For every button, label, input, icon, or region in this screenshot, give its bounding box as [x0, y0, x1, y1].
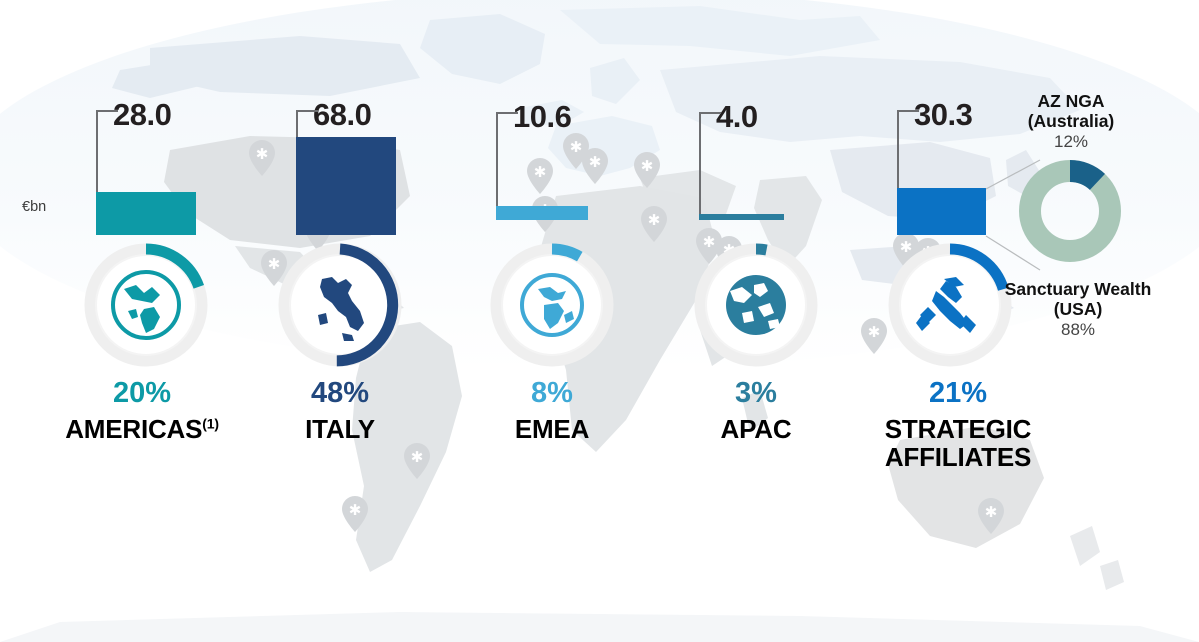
globe-americas-icon — [111, 270, 181, 340]
italy-map-icon — [318, 277, 364, 341]
ring-strategic-affiliates — [888, 243, 1012, 367]
region-name-italy-text: ITALY — [305, 414, 375, 444]
ring-apac — [694, 243, 818, 367]
region-name-americas-text: AMERICAS — [65, 414, 203, 444]
donut-label-sanctuary-wealth-line2: (USA) — [1053, 298, 1103, 319]
map-pin-icon: ✱ — [261, 250, 287, 286]
svg-text:✱: ✱ — [900, 239, 913, 256]
donut-chart — [1019, 160, 1121, 262]
donut-label-sanctuary-wealth-line1: Sanctuary Wealth — [1004, 279, 1152, 299]
share-label-emea: 8% — [531, 377, 573, 409]
ring-americas — [84, 243, 208, 367]
svg-text:✱: ✱ — [868, 324, 881, 341]
region-name-americas: AMERICAS(1) — [36, 414, 248, 444]
svg-text:✱: ✱ — [268, 256, 281, 273]
leader-line-americas — [96, 110, 118, 194]
svg-text:✱: ✱ — [411, 449, 424, 466]
value-label-apac: 4.0 — [716, 99, 758, 134]
region-name-italy: ITALY — [244, 414, 436, 444]
bar-americas — [96, 192, 196, 235]
map-pin-group: ✱ ✱ ✱ ✱ ✱ ✱ ✱ — [249, 133, 1004, 534]
unit-label: €bn — [22, 199, 47, 215]
ring-emea — [490, 243, 614, 367]
map-pin-icon: ✱ — [861, 318, 887, 354]
region-name-strategic-affiliates-line1: STRATEGIC — [884, 414, 1032, 444]
donut-label-sanctuary-wealth: Sanctuary Wealth (USA) 88% — [1000, 279, 1156, 339]
svg-text:✱: ✱ — [985, 504, 998, 521]
footnote-marker-americas: (1) — [202, 415, 219, 432]
map-pin-icon: ✱ — [634, 152, 660, 188]
map-pin-icon: ✱ — [404, 443, 430, 479]
share-label-apac: 3% — [735, 377, 777, 409]
svg-text:✱: ✱ — [349, 502, 362, 519]
handshake-icon — [916, 277, 976, 333]
share-label-strategic-affiliates: 21% — [928, 377, 988, 409]
leader-line-italy — [296, 110, 318, 138]
value-label-strategic-affiliates: 30.3 — [914, 97, 973, 132]
value-label-italy: 68.0 — [313, 97, 372, 132]
svg-text:✱: ✱ — [256, 146, 269, 163]
bar-strategic-affiliates — [897, 188, 986, 235]
region-name-emea-text: EMEA — [514, 414, 590, 444]
donut-label-az-nga-line2: (Australia) — [1027, 110, 1115, 131]
donut-slice-az-nga — [1019, 160, 1121, 262]
ring-italy — [278, 243, 402, 367]
value-label-americas: 28.0 — [113, 97, 172, 132]
map-pin-icon: ✱ — [582, 148, 608, 184]
leader-line-strategic-affiliates — [897, 110, 919, 190]
map-pin-icon: ✱ — [527, 158, 553, 194]
share-label-americas: 20% — [112, 377, 172, 409]
region-name-apac: APAC — [660, 414, 852, 444]
map-pin-icon: ✱ — [641, 206, 667, 242]
share-label-italy: 48% — [310, 377, 370, 409]
svg-text:✱: ✱ — [534, 164, 547, 181]
bar-italy — [296, 137, 396, 235]
region-name-apac-text: APAC — [720, 414, 792, 444]
leader-line-emea — [496, 112, 518, 206]
donut-label-az-nga-line1: AZ NGA — [1037, 91, 1105, 111]
donut-value-sanctuary-wealth: 88% — [1060, 319, 1096, 339]
donut-value-az-nga: 12% — [1053, 131, 1089, 151]
bar-apac — [699, 214, 784, 220]
globe-emea-icon — [520, 273, 584, 337]
leader-line-apac — [699, 112, 721, 214]
globe-apac-icon — [726, 275, 786, 335]
svg-text:✱: ✱ — [641, 158, 654, 175]
svg-text:✱: ✱ — [570, 139, 583, 156]
value-label-emea: 10.6 — [513, 99, 572, 134]
region-name-strategic-affiliates-line2: AFFILIATES — [884, 441, 1032, 472]
region-name-strategic-affiliates: STRATEGIC AFFILIATES — [858, 414, 1058, 472]
map-pin-icon: ✱ — [249, 140, 275, 176]
map-pin-icon: ✱ — [342, 496, 368, 532]
bar-emea — [496, 206, 588, 220]
map-pin-icon: ✱ — [978, 498, 1004, 534]
svg-text:✱: ✱ — [589, 154, 602, 171]
donut-callout-lines — [985, 159, 1041, 271]
donut-label-az-nga: AZ NGA (Australia) 12% — [1000, 91, 1142, 151]
region-name-emea: EMEA — [456, 414, 648, 444]
map-pin-icon: ✱ — [696, 228, 722, 264]
svg-text:✱: ✱ — [648, 212, 661, 229]
donut-slice-sanctuary-wealth — [1019, 160, 1121, 262]
svg-text:✱: ✱ — [703, 234, 716, 251]
